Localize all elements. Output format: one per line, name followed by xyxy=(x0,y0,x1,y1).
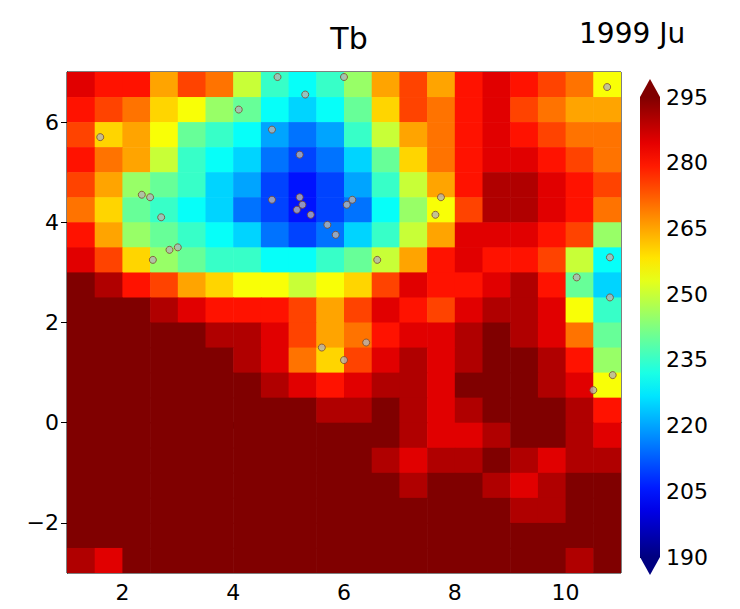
svg-text:205: 205 xyxy=(666,479,708,504)
svg-text:8: 8 xyxy=(448,580,462,605)
svg-text:280: 280 xyxy=(666,150,708,175)
svg-text:220: 220 xyxy=(666,413,708,438)
svg-text:Tb: Tb xyxy=(329,21,367,56)
svg-text:4: 4 xyxy=(226,580,240,605)
svg-text:250: 250 xyxy=(666,282,708,307)
svg-text:1999 Ju: 1999 Ju xyxy=(579,17,685,50)
svg-text:6: 6 xyxy=(337,580,351,605)
svg-text:295: 295 xyxy=(666,85,708,110)
svg-text:265: 265 xyxy=(666,216,708,241)
svg-text:2: 2 xyxy=(45,310,59,335)
svg-text:2: 2 xyxy=(115,580,129,605)
svg-text:190: 190 xyxy=(666,545,708,570)
svg-text:4: 4 xyxy=(45,210,59,235)
svg-text:10: 10 xyxy=(552,580,580,605)
svg-text:−2: −2 xyxy=(27,510,59,535)
svg-text:6: 6 xyxy=(45,110,59,135)
svg-text:0: 0 xyxy=(45,410,59,435)
svg-text:235: 235 xyxy=(666,347,708,372)
